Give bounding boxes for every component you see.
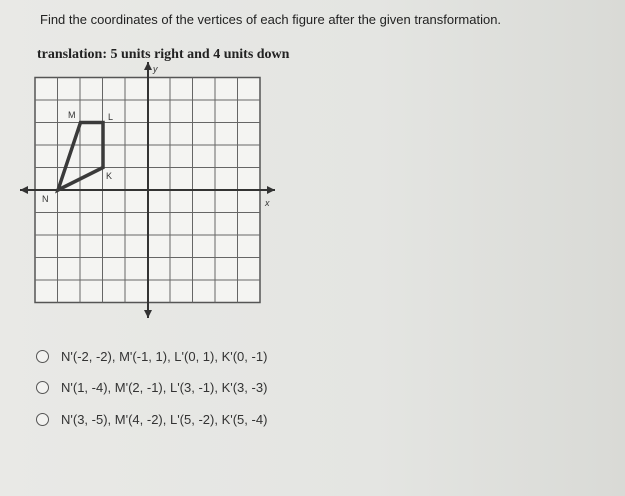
- figure: [55, 120, 105, 194]
- vertex-label: M: [68, 110, 76, 120]
- option-text: N'(3, -5), M'(4, -2), L'(5, -2), K'(5, -…: [61, 412, 268, 427]
- option-text: N'(1, -4), M'(2, -1), L'(3, -1), K'(3, -…: [61, 380, 268, 395]
- option[interactable]: N'(1, -4), M'(2, -1), L'(3, -1), K'(3, -…: [36, 380, 267, 395]
- vertex-label: K: [106, 171, 112, 181]
- arrow: [20, 186, 28, 194]
- radio-button[interactable]: [36, 413, 49, 426]
- vertex-label: N: [42, 194, 49, 204]
- option[interactable]: N'(3, -5), M'(4, -2), L'(5, -2), K'(5, -…: [36, 412, 267, 427]
- radio-button[interactable]: [36, 350, 49, 363]
- coordinate-grid: y x M L K N: [20, 62, 275, 318]
- transformation: translation: 5 units right and 4 units d…: [37, 47, 290, 62]
- option-text: N'(-2, -2), M'(-1, 1), L'(0, 1), K'(0, -…: [61, 349, 268, 364]
- axis-label: y: [152, 64, 158, 74]
- arrow: [144, 310, 152, 318]
- arrow: [267, 186, 275, 194]
- option[interactable]: N'(-2, -2), M'(-1, 1), L'(0, 1), K'(0, -…: [36, 349, 267, 364]
- vertex-label: L: [108, 112, 113, 122]
- instruction: Find the coordinates of the vertices of …: [40, 12, 502, 27]
- arrow: [144, 62, 152, 70]
- radio-button[interactable]: [36, 381, 49, 394]
- axis-label: x: [264, 198, 270, 208]
